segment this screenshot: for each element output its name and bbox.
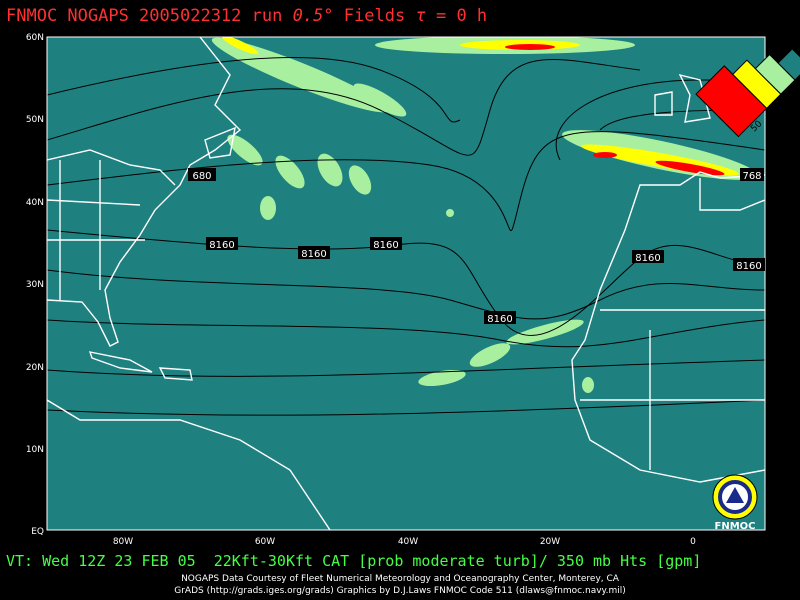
map-shape: 680 xyxy=(188,168,216,182)
map-shape xyxy=(418,369,466,387)
map-shape xyxy=(317,153,343,187)
graphics-credit: GrADS (http://grads.iges.org/grads) Grap… xyxy=(174,586,625,596)
map-shape xyxy=(158,367,193,381)
map-shape: 8160 xyxy=(206,237,238,251)
latitude-labels: 60N 50N 40N 30N 20N 10N EQ xyxy=(26,33,44,537)
turbulence-high xyxy=(505,44,725,176)
lon-label: 20W xyxy=(540,537,560,547)
credit: NOGAPS Data Courtesy of Fleet Numerical … xyxy=(181,574,620,584)
lon-label: 80W xyxy=(113,537,133,547)
map-background xyxy=(47,37,765,530)
contour-label: 8160 xyxy=(301,249,326,260)
map-shape xyxy=(227,134,263,166)
map-shape xyxy=(777,48,800,81)
lon-label: 0 xyxy=(690,537,696,547)
map-shape xyxy=(484,311,516,324)
map-shape: 8160 xyxy=(484,311,516,325)
contour-label: 8160 xyxy=(373,240,398,251)
map-shape xyxy=(204,126,236,159)
map-shape xyxy=(632,250,664,263)
map-shape xyxy=(348,165,372,195)
map-shape xyxy=(47,37,242,347)
contour-label: 8160 xyxy=(635,253,660,264)
map-shape xyxy=(582,377,594,393)
map-shape: 8160 xyxy=(632,250,664,264)
logo: FNMOC xyxy=(712,474,758,532)
map-shape xyxy=(47,229,765,336)
legend-label: 20 xyxy=(792,76,800,91)
title-part: τ xyxy=(415,6,425,26)
map-shape xyxy=(47,359,765,377)
map-shape xyxy=(740,168,764,181)
lat-label: 50N xyxy=(26,115,44,125)
map-shape: 8160 xyxy=(733,258,765,272)
map-shape: 8160 xyxy=(370,237,402,251)
map-shape xyxy=(370,237,402,250)
lon-label: 60W xyxy=(255,537,275,547)
map-shape xyxy=(47,160,145,300)
map-shape xyxy=(506,319,584,345)
map-shape xyxy=(654,91,673,116)
map-shape xyxy=(580,309,765,470)
map-shape xyxy=(593,152,617,158)
map-shape: 8160 xyxy=(298,246,330,260)
map-shape xyxy=(206,237,238,250)
map xyxy=(47,37,765,530)
title-part: 0.5° xyxy=(293,6,334,26)
map-shape xyxy=(699,178,765,211)
legend: 50 40 30 20 0 xyxy=(695,48,800,138)
map-shape xyxy=(446,209,454,217)
lat-label: 40N xyxy=(26,198,44,208)
map-shape xyxy=(88,351,153,373)
map-shape xyxy=(47,56,461,123)
map-shape: 768 xyxy=(740,168,764,182)
valid-time: VT: Wed 12Z 23 FEB 05 22Kft-30Kft CAT [p… xyxy=(6,552,701,570)
map-shape xyxy=(221,37,259,55)
map-shape xyxy=(469,343,511,367)
map-shape xyxy=(47,319,765,348)
map-shape xyxy=(298,246,330,259)
contour-label: 768 xyxy=(742,171,761,182)
map-shape xyxy=(47,399,331,530)
map-shape xyxy=(47,149,176,186)
title-part: Fields xyxy=(344,6,405,26)
lat-label: 20N xyxy=(26,363,44,373)
contour-labels: 680 8160 8160 8160 8160 8160 8160 768 76… xyxy=(188,81,765,325)
map-shape xyxy=(655,160,725,176)
contour-label: 8160 xyxy=(209,240,234,251)
longitude-labels: 80W 60W 40W 20W 0 xyxy=(113,537,696,547)
map-shape xyxy=(260,196,276,220)
map-frame xyxy=(46,36,766,531)
lat-label: 30N xyxy=(26,280,44,290)
map-shape xyxy=(211,37,389,113)
contour-label: 680 xyxy=(192,171,211,182)
map-shape xyxy=(571,171,765,483)
title-part: FNMOC NOGAPS 2005022312 run xyxy=(6,6,282,26)
title-part: = 0 h xyxy=(436,6,487,26)
map-shape xyxy=(353,83,407,117)
map-shape xyxy=(678,73,711,123)
map-shape xyxy=(47,399,765,416)
map-shape xyxy=(275,155,305,189)
lat-label: 10N xyxy=(26,445,44,455)
map-shape xyxy=(188,168,216,181)
contour-label: 8160 xyxy=(487,314,512,325)
map-shape xyxy=(47,59,641,156)
lat-label: EQ xyxy=(31,527,44,537)
title: FNMOC NOGAPS 2005022312 run 0.5° Fields … xyxy=(6,6,487,26)
map-shape xyxy=(726,487,744,503)
coastlines xyxy=(47,37,765,530)
map-shape xyxy=(733,258,765,271)
logo-text: FNMOC xyxy=(715,521,756,532)
contour-label: 8160 xyxy=(736,261,761,272)
lat-label: 60N xyxy=(26,33,44,43)
lon-label: 40W xyxy=(398,537,418,547)
map-shape xyxy=(47,131,765,232)
map-shape xyxy=(505,44,555,50)
